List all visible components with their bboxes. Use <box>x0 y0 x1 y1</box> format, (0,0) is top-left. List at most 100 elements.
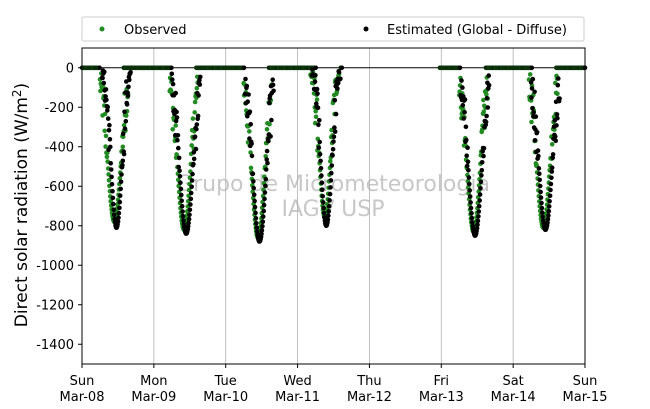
observed-point <box>103 144 108 149</box>
estimated-point <box>462 110 467 115</box>
estimated-point <box>105 104 110 110</box>
estimated-point <box>174 109 179 115</box>
estimated-point <box>537 183 543 189</box>
estimated-point <box>121 151 127 157</box>
observed-point <box>555 91 560 97</box>
estimated-point <box>529 86 535 91</box>
observed-point <box>481 97 486 103</box>
x-tick-label-day: Fri <box>434 374 450 389</box>
estimated-point <box>314 86 320 92</box>
estimated-point <box>315 105 321 110</box>
y-tick-label: -400 <box>44 140 74 155</box>
observed-point <box>104 154 110 160</box>
estimated-point <box>117 193 123 198</box>
estimated-point <box>241 65 247 71</box>
estimated-point <box>538 195 544 200</box>
observed-point <box>313 109 319 114</box>
estimated-point <box>176 145 181 151</box>
observed-point <box>194 85 200 91</box>
estimated-point <box>251 192 257 197</box>
estimated-point <box>321 210 327 216</box>
estimated-point <box>261 208 267 214</box>
estimated-point <box>479 160 485 165</box>
estimated-point <box>484 96 490 101</box>
estimated-point <box>460 85 465 90</box>
estimated-point <box>173 118 179 124</box>
estimated-point <box>476 203 482 209</box>
estimated-point <box>194 122 200 127</box>
y-tick-label: -200 <box>44 101 74 116</box>
estimated-point <box>105 108 110 113</box>
observed-point <box>190 116 196 121</box>
estimated-point <box>320 200 326 205</box>
estimated-point <box>262 196 267 202</box>
estimated-point <box>479 168 485 173</box>
estimated-point <box>252 198 257 204</box>
estimated-point <box>478 186 483 191</box>
estimated-point <box>335 86 340 91</box>
estimated-point <box>457 65 463 71</box>
estimated-point <box>115 219 121 224</box>
observed-point <box>248 165 254 171</box>
observed-point <box>173 123 178 128</box>
estimated-point <box>325 217 331 222</box>
estimated-point <box>103 94 108 99</box>
estimated-point <box>170 81 176 87</box>
estimated-point <box>531 110 536 115</box>
estimated-point <box>175 137 180 143</box>
estimated-point <box>534 129 540 135</box>
estimated-point <box>530 76 536 82</box>
estimated-point <box>328 185 333 190</box>
x-tick-label-day: Sun <box>70 374 95 389</box>
estimated-point <box>250 171 256 176</box>
estimated-point <box>104 97 109 103</box>
estimated-point <box>191 156 197 162</box>
estimated-point <box>259 231 264 237</box>
estimated-point <box>191 150 197 155</box>
y-axis-label-close: ) <box>12 83 32 90</box>
estimated-point <box>549 169 555 174</box>
data-points <box>79 65 588 244</box>
y-tick-label: -600 <box>44 180 74 195</box>
estimated-point <box>251 179 256 184</box>
estimated-point <box>261 202 267 208</box>
estimated-point <box>260 224 265 229</box>
estimated-point <box>178 180 183 185</box>
estimated-point <box>330 153 335 158</box>
estimated-point <box>540 210 545 215</box>
estimated-point <box>123 118 129 124</box>
estimated-point <box>265 160 270 166</box>
legend-marker-estimated <box>363 26 369 32</box>
estimated-point <box>547 193 553 199</box>
estimated-point <box>555 115 560 121</box>
estimated-point <box>179 204 185 209</box>
estimated-point <box>557 96 562 101</box>
x-tick-label-date: Mar-15 <box>563 390 608 405</box>
observed-point <box>103 133 109 139</box>
observed-point <box>117 176 123 181</box>
estimated-point <box>332 98 338 103</box>
estimated-point <box>189 178 195 183</box>
estimated-point <box>185 224 191 229</box>
estimated-point <box>110 195 116 201</box>
estimated-point <box>264 157 270 162</box>
estimated-point <box>328 178 334 183</box>
estimated-point <box>536 153 541 159</box>
y-tick-label: -1000 <box>36 259 74 274</box>
estimated-point <box>466 168 471 173</box>
observed-point <box>124 113 129 118</box>
estimated-point <box>128 70 133 75</box>
estimated-point <box>249 141 254 147</box>
estimated-point <box>529 95 534 100</box>
estimated-point <box>188 196 194 202</box>
estimated-point <box>189 184 194 190</box>
estimated-point <box>535 148 541 153</box>
estimated-point <box>108 144 113 150</box>
estimated-point <box>249 153 255 159</box>
legend-label-observed: Observed <box>124 23 187 38</box>
y-tick-label: 0 <box>66 61 74 76</box>
estimated-point <box>326 209 332 214</box>
estimated-point <box>548 181 554 187</box>
estimated-point <box>264 148 270 154</box>
